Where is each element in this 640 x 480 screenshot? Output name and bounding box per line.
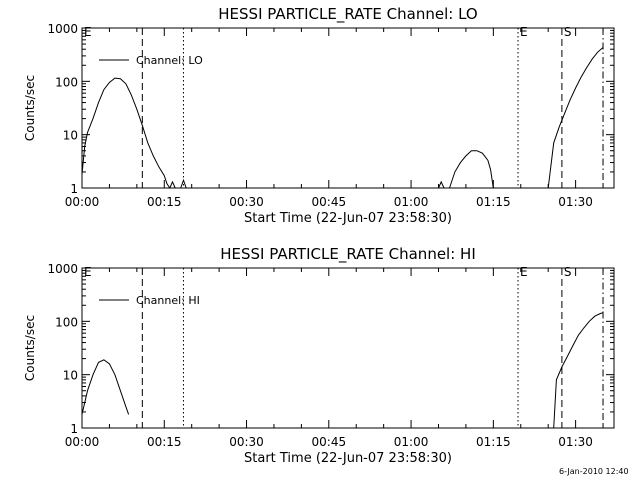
series-line-segment [81, 359, 130, 415]
plot-frame [81, 267, 615, 429]
x-tick-label: 00:30 [229, 435, 264, 449]
y-tick-label: 1000 [47, 22, 78, 36]
y-tick-label: 10 [63, 129, 78, 143]
plot-frame [81, 27, 615, 189]
y-axis-label: Counts/sec [23, 315, 37, 381]
series-line-segment [553, 312, 604, 429]
event-marker-label: S [564, 265, 572, 279]
x-tick-label: 00:30 [229, 195, 264, 209]
x-tick-label: 00:45 [312, 195, 347, 209]
x-tick-label: 01:15 [476, 195, 511, 209]
y-tick-label: 1000 [47, 262, 78, 276]
series-line-segment [449, 150, 494, 189]
y-tick-label: 1 [70, 422, 78, 436]
event-marker-label: E [84, 265, 92, 279]
legend-label: Channel: LO [136, 54, 203, 67]
x-tick-label: 01:00 [394, 435, 429, 449]
y-tick-label: 100 [55, 75, 78, 89]
plot-timestamp: 6-Jan-2010 12:40 [559, 467, 629, 476]
event-marker-label: E [520, 25, 528, 39]
x-tick-label: 00:15 [147, 195, 182, 209]
y-axis-label: Counts/sec [23, 75, 37, 141]
x-tick-label: 00:15 [147, 435, 182, 449]
x-tick-label: 00:45 [312, 435, 347, 449]
y-tick-label: 10 [63, 369, 78, 383]
event-marker-label: E [520, 265, 528, 279]
series-line-segment [180, 178, 187, 189]
x-tick-label: 00:00 [65, 195, 100, 209]
x-axis-label: Start Time (22-Jun-07 23:58:30) [244, 451, 452, 466]
x-axis-label: Start Time (22-Jun-07 23:58:30) [244, 211, 452, 226]
event-marker-label: E [84, 25, 92, 39]
y-tick-label: 1 [70, 182, 78, 196]
series-line-segment [547, 47, 604, 189]
x-tick-label: 01:30 [558, 435, 593, 449]
y-tick-label: 100 [55, 315, 78, 329]
chart-title: HESSI PARTICLE_RATE Channel: HI [220, 245, 476, 264]
x-tick-label: 01:00 [394, 195, 429, 209]
chart-title: HESSI PARTICLE_RATE Channel: LO [218, 5, 477, 24]
series-line-segment [438, 180, 445, 189]
legend-label: Channel: HI [136, 294, 200, 307]
x-tick-label: 01:15 [476, 435, 511, 449]
x-tick-label: 01:30 [558, 195, 593, 209]
x-tick-label: 00:00 [65, 435, 100, 449]
event-marker-label: S [564, 25, 572, 39]
series-line-segment [81, 77, 176, 190]
